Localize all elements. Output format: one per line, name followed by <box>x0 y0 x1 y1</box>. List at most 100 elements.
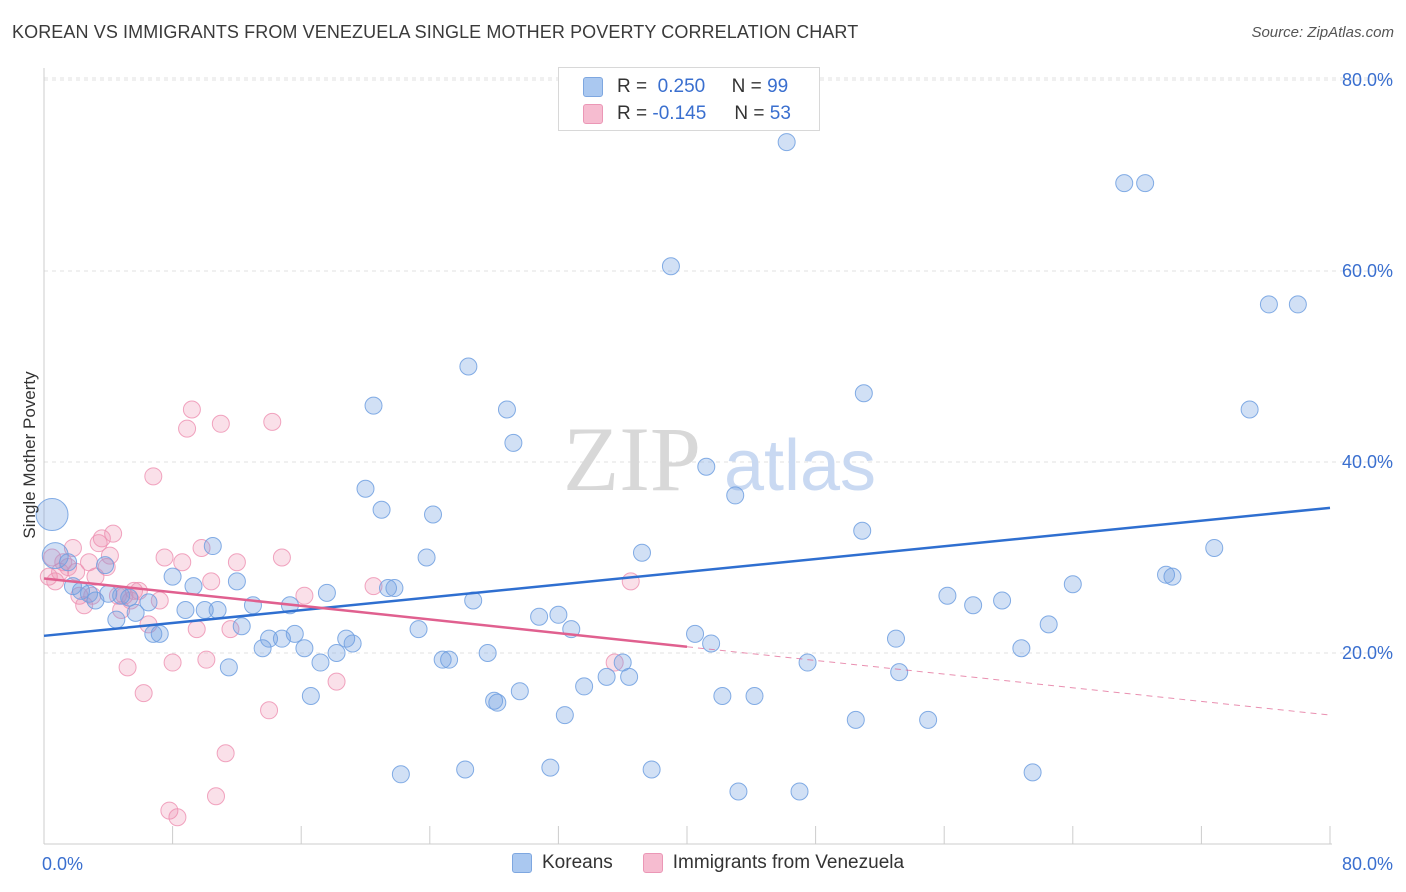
korean-point <box>184 577 203 596</box>
venezuela-point <box>144 467 163 486</box>
korean-point <box>80 584 99 603</box>
korean-point <box>890 663 909 682</box>
korean-point <box>417 548 436 567</box>
koreans-legend-label: Koreans <box>542 852 613 873</box>
korean-point <box>854 384 873 403</box>
y-tick-label: 80.0% <box>1342 70 1393 90</box>
venezuela-trend-line <box>43 577 688 649</box>
korean-point <box>317 583 336 602</box>
series-legend: Koreans Immigrants from Venezuela <box>512 852 934 874</box>
korean-point <box>504 433 523 452</box>
legend-n-label: N = <box>734 103 765 124</box>
x-tick-label: 80.0% <box>1342 854 1393 874</box>
legend-n-value: 99 <box>767 76 789 97</box>
korean-point <box>372 500 391 519</box>
legend-n-label: N = <box>731 76 762 97</box>
y-tick-label: 40.0% <box>1342 452 1393 472</box>
venezuela-point <box>182 400 201 419</box>
y-tick-label: 60.0% <box>1342 261 1393 281</box>
watermark-zip: ZIP <box>563 408 701 510</box>
korean-point <box>846 710 865 729</box>
korean-point <box>379 579 398 598</box>
chart-title: KOREAN VS IMMIGRANTS FROM VENEZUELA SING… <box>12 22 859 42</box>
korean-point <box>541 758 560 777</box>
korean-point <box>790 782 809 801</box>
korean-point <box>686 624 705 643</box>
watermark: ZIP atlas <box>563 408 876 510</box>
venezuela-point <box>104 524 123 543</box>
venezuela-point <box>129 581 148 600</box>
venezuela-point <box>221 620 240 639</box>
venezuela-swatch <box>642 853 663 873</box>
venezuela-point <box>202 572 221 591</box>
korean-point <box>285 624 304 643</box>
venezuela-point <box>178 419 197 438</box>
venezuela-point <box>134 684 153 703</box>
legend-r-label: R = <box>617 76 648 97</box>
korean-point <box>385 579 404 598</box>
korean-point <box>938 586 957 605</box>
tick-labels: 20.0% 40.0% 60.0% 80.0% 0.0% 80.0% <box>42 70 1393 874</box>
legend-row-koreans: R = 0.250 N = 99 <box>583 74 788 100</box>
venezuela-point <box>155 548 174 567</box>
venezuela-point <box>207 787 226 806</box>
korean-point <box>364 396 383 415</box>
venezuela-point <box>295 586 314 605</box>
source-label: Source: ZipAtlas.com <box>1251 24 1394 41</box>
korean-point <box>485 691 504 710</box>
venezuela-point <box>187 620 206 639</box>
korean-point <box>126 603 145 622</box>
legend-row-venezuela: R = -0.145 N = 53 <box>583 101 791 127</box>
korean-point <box>530 607 549 626</box>
korean-point <box>1163 567 1182 586</box>
korean-point <box>597 667 616 686</box>
stats-legend: R = 0.250 N = 99 R = -0.145 N = 53 <box>558 67 820 131</box>
trend-lines <box>43 506 1331 716</box>
venezuela-point <box>216 744 235 763</box>
korean-point <box>150 624 169 643</box>
venezuela-point <box>100 546 119 565</box>
korean-point <box>919 710 938 729</box>
venezuela-legend-label: Immigrants from Venezuela <box>672 852 905 873</box>
legend-n-value: 53 <box>769 103 791 124</box>
korean-point <box>777 133 796 152</box>
korean-point <box>713 686 732 705</box>
y-tick-label: 20.0% <box>1342 643 1393 663</box>
korean-point <box>41 542 69 570</box>
korean-point <box>163 567 182 586</box>
venezuela-point <box>197 650 216 669</box>
venezuela-point <box>260 701 279 720</box>
korean-point <box>295 639 314 658</box>
y-axis-label: Single Mother Poverty <box>20 371 39 539</box>
venezuela-points <box>39 400 640 827</box>
watermark-atlas: atlas <box>724 426 876 506</box>
korean-point <box>327 644 346 662</box>
legend-r-label: R = <box>617 103 648 124</box>
korean-points <box>35 133 1307 801</box>
korean-point <box>745 686 764 705</box>
series-legend-koreans: Koreans <box>512 852 613 874</box>
venezuela-point <box>621 572 640 591</box>
korean-point <box>1259 295 1278 314</box>
venezuela-point <box>364 577 383 596</box>
korean-point <box>1115 174 1134 193</box>
korean-point <box>729 782 748 801</box>
venezuela-point <box>263 412 282 431</box>
korean-point <box>232 617 251 636</box>
korean-point <box>139 593 158 612</box>
korean-point <box>642 760 661 779</box>
korean-point <box>120 588 139 607</box>
korean-point <box>301 686 320 705</box>
legend-r-value: 0.250 <box>657 76 706 97</box>
venezuela-point <box>211 414 230 433</box>
korean-point <box>391 765 410 784</box>
venezuela-point <box>192 538 211 557</box>
koreans-swatch <box>512 853 532 873</box>
venezuela-point <box>163 653 182 672</box>
legend-r-value: -0.145 <box>652 103 707 124</box>
korean-point <box>549 605 568 624</box>
korean-point <box>459 357 478 376</box>
korean-point <box>219 658 238 677</box>
korean-point <box>1288 295 1307 314</box>
korean-point <box>632 543 651 562</box>
